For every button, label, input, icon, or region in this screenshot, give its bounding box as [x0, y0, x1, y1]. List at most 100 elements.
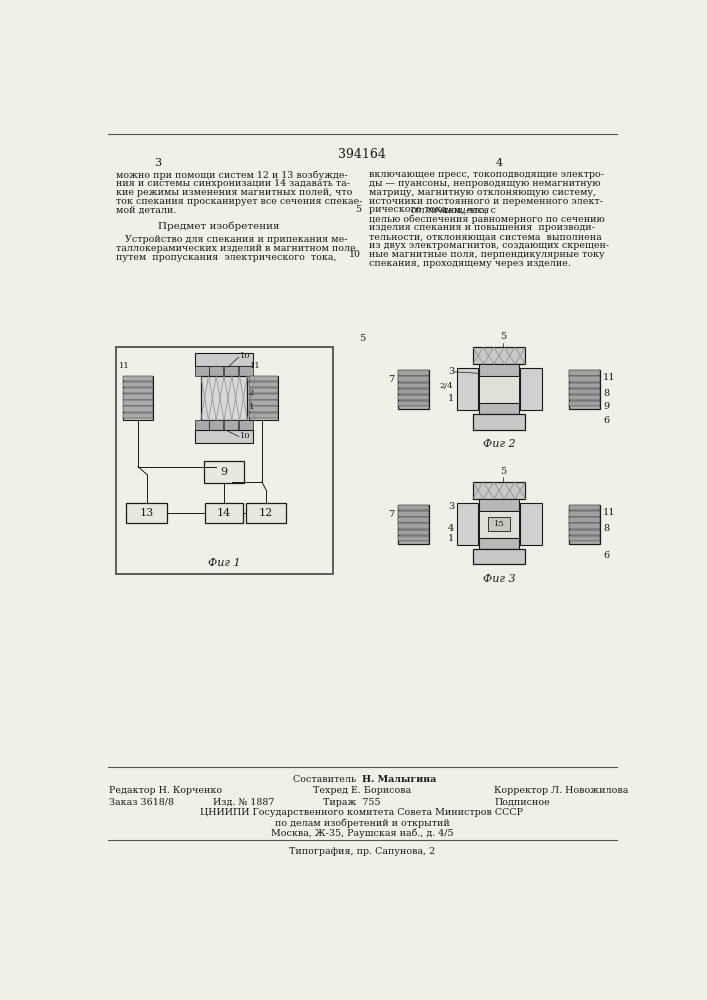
Text: мой детали.: мой детали.: [115, 205, 176, 214]
Bar: [520, 368, 542, 410]
Bar: [249, 376, 279, 381]
Bar: [479, 538, 519, 549]
Bar: [569, 395, 600, 400]
Text: 3: 3: [448, 502, 454, 511]
Bar: [479, 376, 519, 403]
Text: можно при помощи систем 12 и 13 возбужде-: можно при помощи систем 12 и 13 возбужде…: [115, 170, 347, 180]
Bar: [249, 406, 279, 412]
Bar: [569, 517, 600, 523]
Text: Н. Малыгина: Н. Малыгина: [362, 775, 436, 784]
Text: ток спекания просканирует все сечения спекае-: ток спекания просканирует все сечения сп…: [115, 197, 362, 206]
Text: 394164: 394164: [338, 148, 386, 161]
Bar: [123, 413, 153, 418]
Text: 8: 8: [603, 389, 609, 398]
Text: Фиг 2: Фиг 2: [483, 439, 515, 449]
Bar: [224, 420, 238, 430]
Bar: [398, 383, 429, 388]
Text: ЦНИИПИ Государственного комитета Совета Министров СССР: ЦНИИПИ Государственного комитета Совета …: [201, 808, 523, 817]
Text: 10: 10: [240, 432, 250, 440]
Text: 3: 3: [155, 158, 162, 168]
Bar: [123, 406, 153, 412]
Text: 14: 14: [217, 508, 231, 518]
Text: 11: 11: [250, 362, 260, 370]
Text: рического тока,: рического тока,: [369, 205, 450, 214]
Bar: [569, 536, 600, 541]
Bar: [249, 388, 279, 393]
Bar: [479, 403, 519, 414]
Bar: [398, 395, 429, 400]
Text: ния и системы синхронизации 14 задавать та-: ния и системы синхронизации 14 задавать …: [115, 179, 349, 188]
Bar: [204, 461, 244, 483]
Bar: [398, 536, 429, 541]
Text: 5: 5: [500, 467, 506, 476]
Bar: [457, 503, 478, 545]
Text: Техред Е. Борисова: Техред Е. Борисова: [312, 786, 411, 795]
Text: 7: 7: [388, 510, 395, 519]
Bar: [398, 505, 429, 544]
Bar: [569, 383, 600, 388]
Bar: [569, 389, 600, 394]
Text: Составитель: Составитель: [293, 775, 362, 784]
Text: путем  пропускания  электрического  тока,: путем пропускания электрического тока,: [115, 253, 336, 262]
Bar: [249, 394, 279, 400]
Bar: [194, 430, 253, 443]
Bar: [569, 505, 600, 544]
Bar: [398, 511, 429, 517]
Bar: [194, 420, 209, 430]
Bar: [398, 517, 429, 523]
Bar: [479, 511, 519, 538]
Text: ды — пуансоны, непроводящую немагнитную: ды — пуансоны, непроводящую немагнитную: [369, 179, 600, 188]
Text: отличающееся: отличающееся: [410, 205, 489, 214]
Text: 11: 11: [603, 373, 616, 382]
Text: 6: 6: [603, 551, 609, 560]
Text: 1: 1: [249, 403, 255, 411]
Text: тельности, отклоняющая система  выполнена: тельности, отклоняющая система выполнена: [369, 232, 602, 241]
Bar: [569, 376, 600, 382]
Text: Тираж  755: Тираж 755: [323, 798, 380, 807]
Text: Москва, Ж-35, Раушская наб., д. 4/5: Москва, Ж-35, Раушская наб., д. 4/5: [271, 828, 453, 838]
Bar: [123, 400, 153, 406]
Text: 1: 1: [448, 394, 454, 403]
Text: 9: 9: [221, 467, 228, 477]
Text: Корректор Л. Новожилова: Корректор Л. Новожилова: [494, 786, 629, 795]
Text: Устройство для спекания и припекания ме-: Устройство для спекания и припекания ме-: [115, 235, 347, 244]
Bar: [194, 366, 209, 376]
Text: 5: 5: [359, 334, 365, 343]
Bar: [123, 376, 153, 420]
Text: 11: 11: [119, 362, 129, 370]
Text: 2: 2: [249, 389, 254, 397]
Text: 15: 15: [493, 520, 505, 528]
Text: 3: 3: [448, 367, 454, 376]
Bar: [123, 394, 153, 400]
Bar: [473, 347, 525, 364]
Text: 5: 5: [500, 332, 506, 341]
Bar: [209, 420, 223, 430]
Bar: [398, 401, 429, 406]
Text: Фиг 3: Фиг 3: [483, 574, 515, 584]
Bar: [569, 511, 600, 517]
Bar: [569, 505, 600, 510]
Text: 4: 4: [496, 158, 503, 168]
Bar: [569, 530, 600, 535]
Bar: [473, 414, 525, 430]
Text: 8: 8: [603, 524, 609, 533]
Bar: [209, 366, 223, 376]
Bar: [569, 370, 600, 409]
Bar: [398, 530, 429, 535]
Bar: [457, 368, 478, 410]
Text: 13: 13: [139, 508, 153, 518]
Bar: [194, 353, 253, 366]
Bar: [473, 549, 525, 564]
Text: Редактор Н. Корченко: Редактор Н. Корченко: [110, 786, 223, 795]
Text: Типография, пр. Сапунова, 2: Типография, пр. Сапунова, 2: [289, 847, 435, 856]
Text: источники постоянного и переменного элект-: источники постоянного и переменного элек…: [369, 197, 603, 206]
Bar: [206, 503, 243, 523]
Text: тем, что, с: тем, что, с: [440, 205, 496, 214]
Bar: [479, 364, 519, 376]
Bar: [201, 376, 247, 420]
Bar: [569, 370, 600, 376]
Text: Подписное: Подписное: [494, 798, 550, 807]
Text: 10: 10: [240, 352, 250, 360]
Bar: [398, 389, 429, 394]
Bar: [239, 420, 252, 430]
